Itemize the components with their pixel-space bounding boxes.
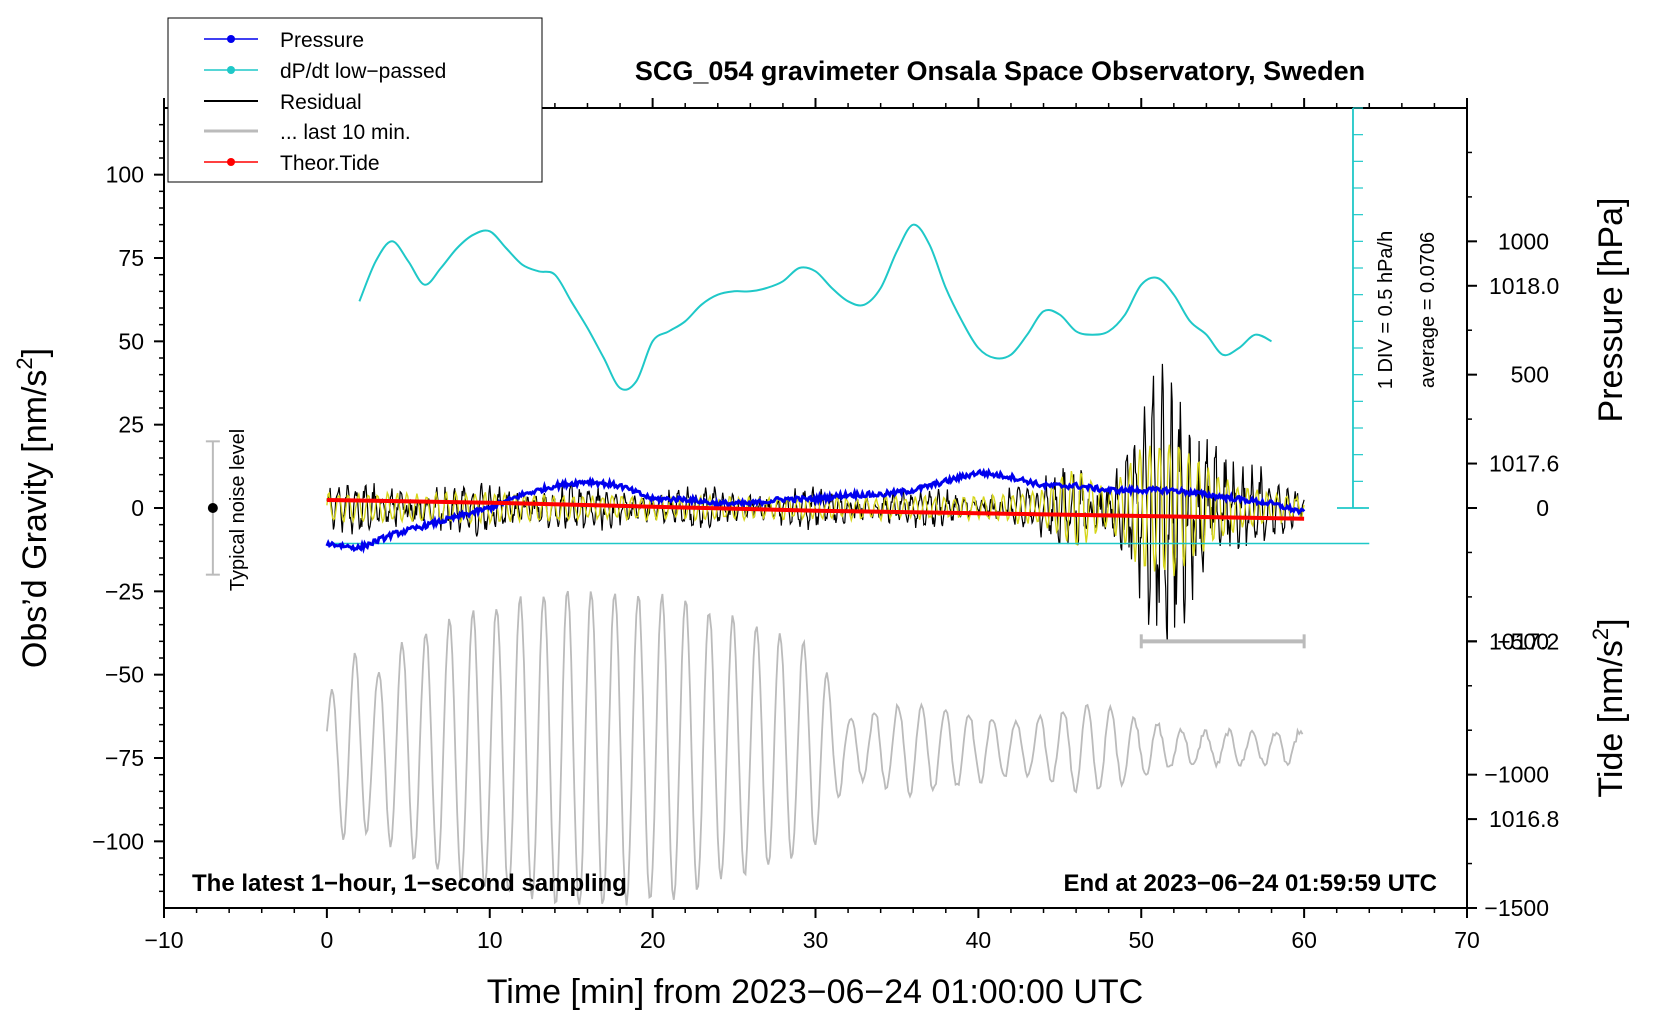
tide-tick-label: 1000 [1498, 228, 1549, 254]
pressure-line [325, 467, 1306, 554]
legend-marker-tide [227, 158, 235, 166]
tide-tick-label: 0 [1536, 495, 1549, 521]
gravity-tick-label: 75 [118, 245, 144, 271]
bottom-left-annotation: The latest 1−hour, 1−second sampling [192, 870, 627, 897]
y-axis-title-tide-main: Tide [nm/s [1592, 640, 1630, 797]
y-axis-title-tide-sup: 2 [1588, 628, 1613, 640]
x-tick-label: 10 [477, 927, 503, 953]
legend: Pressure dP/dt low−passed Residual ... l… [167, 17, 543, 183]
bottom-right-annotation: End at 2023−06−24 01:59:59 UTC [1063, 870, 1437, 897]
tide-tick-label: −1500 [1484, 895, 1549, 921]
gravity-tick-label: 50 [118, 328, 144, 354]
gravity-tick-label: −25 [105, 578, 144, 604]
noise-bar-center [207, 503, 218, 513]
legend-marker-pressure [227, 35, 235, 43]
legend-label-dpdt: dP/dt low−passed [280, 60, 446, 83]
tide-line [326, 498, 1305, 521]
y-axis-title-gravity-close: ] [16, 348, 54, 357]
x-tick-label: 30 [803, 927, 829, 953]
ticks-layer: −10 0 10 20 30 40 50 60 701007550250−25−50−75−10… [92, 98, 1559, 953]
x-tick-label: 50 [1128, 927, 1154, 953]
legend-label-last10: ... last 10 min. [280, 121, 411, 144]
pressure-tick-label: 1018.0 [1489, 273, 1559, 299]
noise-label: Typical noise level [227, 429, 249, 591]
x-axis-title: Time [min] from 2023−06−24 01:00:00 UTC [487, 973, 1143, 1011]
y-axis-title-tide-close: ] [1592, 618, 1630, 627]
average-label: average = 0.0706 [1417, 232, 1439, 388]
pressure-tick-label: 1017.6 [1489, 451, 1559, 477]
pressure-tick-label: 1016.8 [1489, 806, 1559, 832]
x-tick-label: 70 [1454, 927, 1480, 953]
legend-marker-dpdt [227, 66, 235, 74]
gravity-tick-label: −75 [105, 745, 144, 771]
tide-tick-label: −1000 [1484, 762, 1549, 788]
gravity-tick-label: −100 [92, 828, 144, 854]
x-tick-label: 0 [320, 927, 333, 953]
y-axis-title-pressure: Pressure [hPa] [1592, 198, 1630, 423]
gravity-tick-label: 0 [131, 495, 144, 521]
legend-label-residual: Residual [280, 91, 362, 114]
overlay-layer [205, 107, 1369, 649]
scale-bar-label: 1 DIV = 0.5 hPa/h [1375, 231, 1397, 389]
x-tick-label: 40 [966, 927, 992, 953]
x-tick-label: 60 [1291, 927, 1317, 953]
x-tick-label: 20 [640, 927, 666, 953]
chart-title: SCG_054 gravimeter Onsala Space Observat… [635, 56, 1365, 86]
gravity-tick-label: −50 [105, 662, 144, 688]
legend-label-tide: Theor.Tide [280, 152, 380, 175]
tide-tick-label: −500 [1497, 628, 1549, 654]
series-layer [325, 223, 1370, 906]
last-10-min-line [326, 590, 1304, 906]
gravity-tick-label: 100 [106, 162, 144, 188]
legend-label-pressure: Pressure [280, 29, 364, 52]
y-axis-title-gravity-main: Obs’d Gravity [nm/s [16, 370, 54, 669]
y-axis-title-gravity: Obs’d Gravity [nm/s2] [12, 348, 54, 668]
gravity-tick-label: 25 [118, 412, 144, 438]
x-tick-label: −10 [144, 927, 183, 953]
y-axis-title-tide: Tide [nm/s2] [1588, 618, 1630, 797]
tide-tick-label: 500 [1511, 362, 1549, 388]
pressure-tick-label: 1017.2 [1489, 628, 1559, 654]
dpdt-line [358, 223, 1272, 391]
y-axis-title-gravity-sup: 2 [12, 357, 37, 369]
